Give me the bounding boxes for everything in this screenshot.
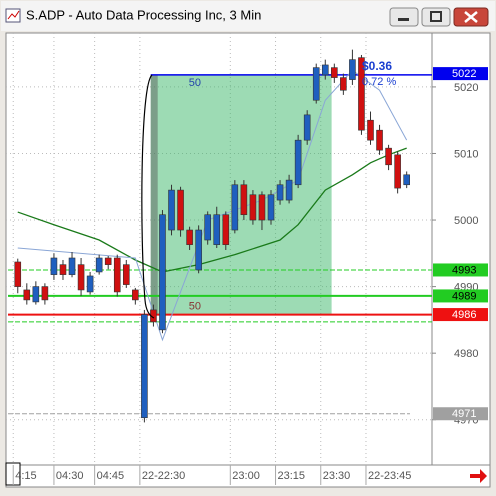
candle-body (249, 194, 257, 221)
candle-body (204, 214, 211, 241)
price-badge (433, 263, 488, 277)
price-badge-label: 4986 (452, 309, 476, 321)
candle-body (294, 139, 302, 186)
candle-body (349, 59, 356, 80)
candle-body (41, 286, 49, 301)
candle-body (403, 174, 410, 186)
candle-body (177, 189, 184, 231)
candle-body (159, 214, 166, 331)
candle-body (385, 147, 392, 166)
moving-average (17, 147, 407, 273)
candle-body (95, 257, 103, 273)
close-glyph (464, 11, 478, 23)
candle-body (394, 154, 401, 189)
candle-body (340, 77, 347, 91)
window-buttons[interactable] (389, 7, 489, 27)
measure-shadow (150, 74, 158, 315)
candle-body (358, 57, 365, 131)
candle-body (186, 229, 193, 245)
x-tick-label: 04:45 (97, 470, 125, 482)
measure-top-label: 50 (189, 77, 201, 89)
x-tick-label: 04:30 (56, 470, 84, 482)
candle-body (376, 129, 383, 151)
measure-percent: 0.72 % (362, 76, 396, 88)
candle-body (258, 194, 266, 221)
x-tick-label: 23:00 (232, 470, 260, 482)
price-badge-label: 4993 (452, 264, 476, 276)
x-tick-label: 4:15 (15, 470, 36, 482)
minimize-glyph (398, 18, 409, 21)
x-tick-label: 22-23:45 (368, 470, 411, 482)
price-axis-area (431, 32, 491, 466)
price-badge (433, 308, 488, 322)
price-badge (433, 407, 488, 421)
price-badge (433, 67, 488, 81)
candle-body (321, 64, 329, 76)
candle-body (303, 114, 311, 141)
measure-change: $0.36 (362, 59, 392, 73)
candle-body (50, 257, 58, 275)
candle-body (141, 314, 148, 419)
candle-body (168, 189, 175, 231)
maximize-button[interactable] (421, 7, 451, 27)
candle-body (240, 184, 248, 216)
measure-bottom-label: 50 (189, 300, 201, 312)
candle-body (222, 214, 230, 245)
candle-body (14, 261, 22, 287)
candle-body (312, 67, 320, 101)
y-tick-label: 5020 (454, 82, 478, 94)
price-badge-label: 4971 (452, 408, 476, 420)
drawn-curve (141, 74, 155, 319)
candle-body (104, 257, 112, 265)
candle-body (122, 264, 130, 285)
window-title: S.ADP - Auto Data Processing Inc, 3 Min (26, 7, 261, 22)
candle-body (32, 286, 40, 303)
candle-body (267, 194, 275, 221)
x-tick-label: 22-22:30 (142, 470, 185, 482)
x-tick-label: 23:15 (278, 470, 306, 482)
minimize-button[interactable] (389, 7, 419, 27)
candle-body (285, 179, 293, 201)
price-badge-label: 5022 (452, 68, 476, 80)
price-badge-label: 4989 (452, 290, 476, 302)
maximize-glyph (430, 11, 442, 22)
price-badge (433, 289, 488, 303)
x-tick-label: 23:30 (323, 470, 351, 482)
candle-body (195, 229, 202, 271)
candle-body (77, 264, 85, 291)
y-tick-label: 4980 (454, 348, 478, 360)
y-tick-label: 5010 (454, 148, 478, 160)
candle-body (86, 275, 94, 293)
candle-body (132, 289, 139, 301)
candle-body (367, 119, 374, 141)
candle-body (68, 257, 76, 275)
candle-body (276, 184, 284, 201)
candle-body (231, 184, 239, 231)
scroll-arrow[interactable] (470, 469, 487, 483)
app-icon-graph (7, 10, 20, 20)
candle-body (213, 214, 221, 245)
candle-body (113, 257, 121, 293)
candle-body (331, 67, 338, 78)
candle-body (59, 264, 67, 275)
y-tick-label: 5000 (454, 215, 478, 227)
candle-body (23, 289, 31, 301)
